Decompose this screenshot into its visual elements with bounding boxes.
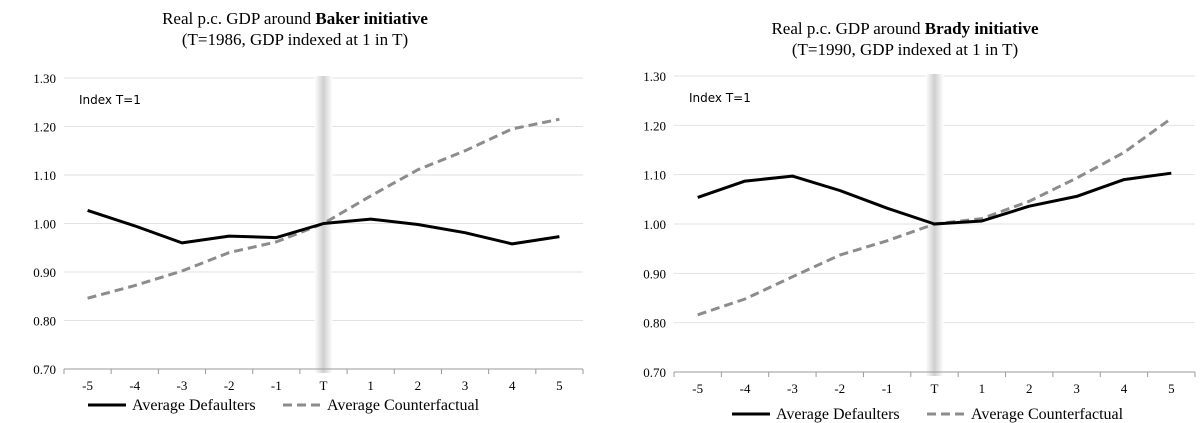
legend-label: Average Defaulters <box>132 397 256 414</box>
x-tick-label: -4 <box>740 381 751 396</box>
index-annotation: Index T=1 <box>79 93 141 107</box>
x-tick-label: -2 <box>224 378 235 393</box>
x-tick-label: 4 <box>1121 381 1128 396</box>
x-tick-label: -1 <box>271 378 282 393</box>
chart-baker: 0.70 0.80 0.90 1.00 1.10 1.20 1.30 -5 -4 -3 -2 -1 T 1… <box>33 71 584 414</box>
chart-subtitle: (T=1986, GDP indexed at 1 in T) <box>181 30 409 49</box>
chart-title-emphasis: Baker initiative <box>315 9 428 28</box>
x-tick-label: T <box>320 378 328 393</box>
chart-brady: 0.70 0.80 0.90 1.00 1.10 1.20 1.30 -5 -4 -3 -2 -1 T 1… <box>643 69 1196 423</box>
x-tick-label: 1 <box>979 381 986 396</box>
y-tick-label: 1.20 <box>643 118 666 133</box>
y-tick-label: 0.90 <box>33 265 56 280</box>
y-tick-label: 0.70 <box>33 362 56 377</box>
x-tick-label: 3 <box>462 378 469 393</box>
chart-title: Real p.c. GDP around Baker initiative <box>0 8 590 29</box>
x-tick-label: -4 <box>129 378 140 393</box>
x-tick-label: -3 <box>177 378 188 393</box>
y-tick-label: 1.20 <box>33 120 56 135</box>
x-tick-label: 5 <box>1168 381 1175 396</box>
x-tick-label: -2 <box>834 381 845 396</box>
x-tick-label: -5 <box>692 381 703 396</box>
x-tick-label: -1 <box>882 381 893 396</box>
y-tick-label: 0.80 <box>643 316 666 331</box>
x-tick-label: T <box>931 381 939 396</box>
y-tick-label: 0.70 <box>643 365 666 380</box>
y-tick-label: 1.30 <box>33 71 56 86</box>
chart-title-prefix: Real p.c. GDP around <box>771 19 925 38</box>
chart-title-emphasis: Brady initiative <box>924 19 1039 38</box>
x-tick-label: 2 <box>1026 381 1033 396</box>
x-tick-label: 1 <box>367 378 374 393</box>
y-tick-label: 1.00 <box>643 217 666 232</box>
x-tick-label: 2 <box>415 378 422 393</box>
chart-panel-brady: Real p.c. GDP around Brady initiative (T… <box>610 0 1200 423</box>
y-tick-label: 1.30 <box>643 69 666 84</box>
x-tick-label: 4 <box>509 378 516 393</box>
y-tick-label: 0.80 <box>33 314 56 329</box>
chart-title: Real p.c. GDP around Brady initiative <box>610 18 1200 39</box>
series-line-average-defaulters <box>697 171 1172 226</box>
legend-label: Average Counterfactual <box>971 406 1124 423</box>
legend-label: Average Defaulters <box>776 406 900 423</box>
y-tick-label: 0.90 <box>643 266 666 281</box>
y-tick-label: 1.00 <box>33 217 56 232</box>
chart-subtitle: (T=1990, GDP indexed at 1 in T) <box>791 40 1019 59</box>
chart-title-prefix: Real p.c. GDP around <box>162 9 316 28</box>
index-annotation: Index T=1 <box>689 91 751 105</box>
legend-label: Average Counterfactual <box>327 397 480 414</box>
x-tick-label: -5 <box>82 378 93 393</box>
series-line-average-counterfactual <box>87 117 560 300</box>
series-line-average-defaulters <box>87 208 560 246</box>
y-tick-label: 1.10 <box>643 168 666 183</box>
x-tick-label: 3 <box>1073 381 1080 396</box>
chart-panel-baker: Real p.c. GDP around Baker initiative (T… <box>0 0 590 423</box>
y-tick-label: 1.10 <box>33 168 56 183</box>
x-tick-label: -3 <box>787 381 798 396</box>
x-tick-label: 5 <box>556 378 563 393</box>
